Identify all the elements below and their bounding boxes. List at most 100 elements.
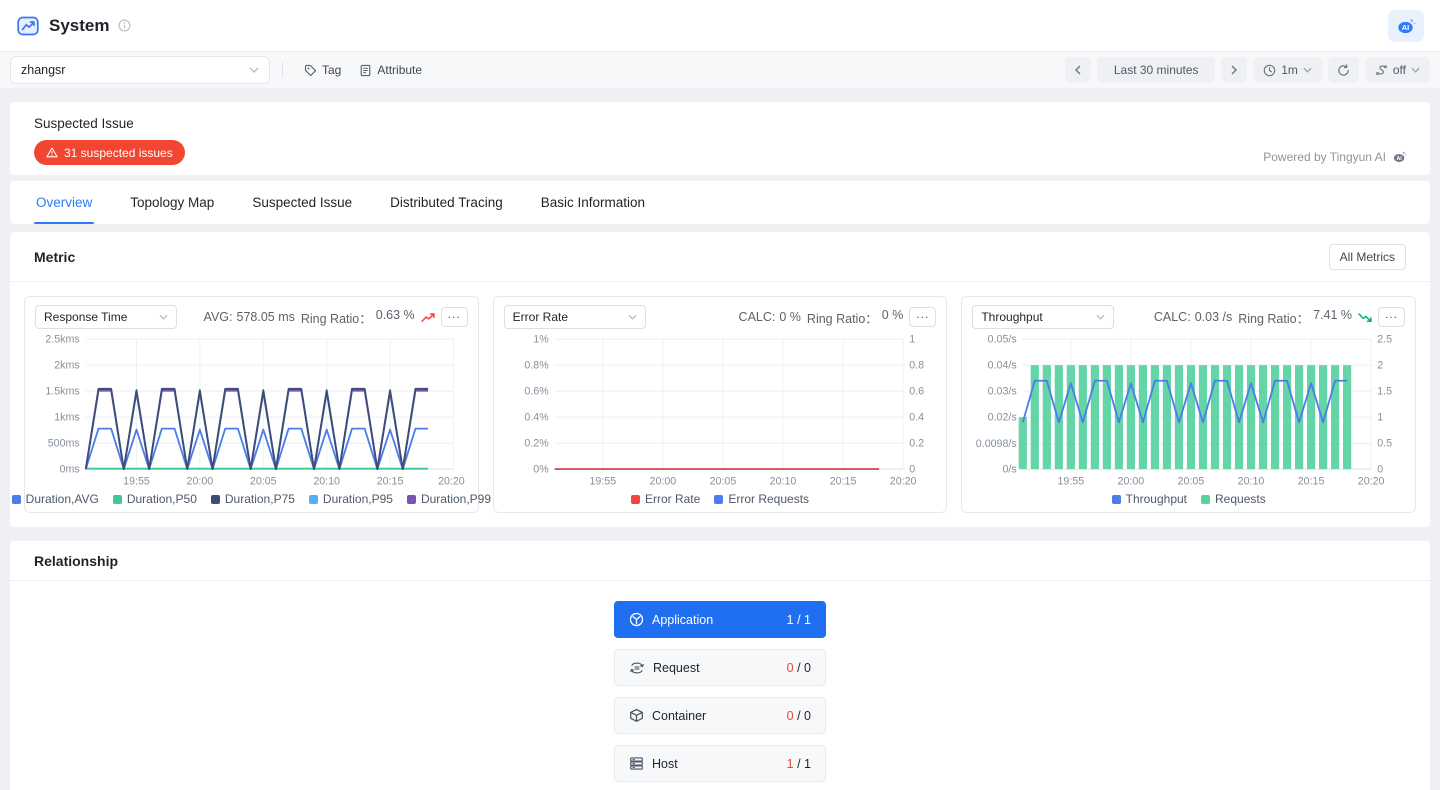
legend-item[interactable]: Duration,P75 [211, 492, 295, 506]
suspected-issues-badge[interactable]: 31 suspected issues [34, 140, 185, 165]
relationship-nodes: Application1 / 1Request0 / 0Container0 /… [10, 581, 1430, 782]
interval-select[interactable]: 1m [1253, 57, 1322, 83]
page-title: System [49, 16, 109, 36]
tab-topology-map[interactable]: Topology Map [128, 181, 216, 224]
svg-text:0.5: 0.5 [1378, 438, 1393, 450]
svg-text:0.8: 0.8 [909, 360, 924, 372]
legend-swatch [211, 495, 220, 504]
attribute-button-label: Attribute [377, 63, 422, 77]
attribute-button[interactable]: Attribute [350, 57, 431, 83]
host-icon [629, 756, 644, 771]
svg-text:0.0098/s: 0.0098/s [976, 438, 1017, 450]
svg-text:0ms: 0ms [60, 464, 80, 476]
relationship-node-application[interactable]: Application1 / 1 [614, 601, 826, 638]
trend-icon [421, 312, 435, 323]
svg-text:0.6%: 0.6% [524, 386, 549, 398]
svg-text:20:00: 20:00 [1118, 475, 1145, 487]
svg-text:0.4%: 0.4% [524, 412, 549, 424]
container-icon [629, 708, 644, 723]
svg-text:20:00: 20:00 [649, 475, 676, 487]
all-metrics-button[interactable]: All Metrics [1329, 244, 1406, 270]
refresh-button[interactable] [1328, 57, 1359, 83]
node-count: 1 / 1 [787, 757, 811, 771]
legend-swatch [309, 495, 318, 504]
time-prev-button[interactable] [1065, 57, 1091, 83]
svg-text:20:05: 20:05 [709, 475, 736, 487]
legend-swatch [1112, 495, 1121, 504]
legend-item[interactable]: Duration,P95 [309, 492, 393, 506]
metric-panel-throughput: ThroughputCALC:0.03 /sRing Ratio：7.41 %.… [961, 296, 1416, 513]
chart-legend: Throughput Requests [972, 492, 1405, 506]
node-label: Container [652, 709, 706, 723]
trend-icon [1358, 312, 1372, 323]
chevron-down-icon [1411, 67, 1420, 73]
time-range-button[interactable]: Last 30 minutes [1097, 57, 1215, 83]
svg-text:2.5kms: 2.5kms [45, 334, 79, 346]
legend-item[interactable]: Requests [1201, 492, 1266, 506]
scope-select[interactable]: zhangsr [10, 56, 270, 84]
legend-swatch [12, 495, 21, 504]
svg-text:20:15: 20:15 [377, 475, 404, 487]
metric-select[interactable]: Throughput [972, 305, 1114, 329]
svg-text:19:55: 19:55 [589, 475, 616, 487]
relationship-node-container[interactable]: Container0 / 0 [614, 697, 826, 734]
node-label: Application [652, 613, 713, 627]
compare-select[interactable]: off [1365, 57, 1430, 83]
scope-select-value: zhangsr [21, 63, 65, 77]
chevron-down-icon [1303, 67, 1312, 73]
legend-item[interactable]: Error Rate [631, 492, 700, 506]
tag-button-label: Tag [322, 63, 341, 77]
ai-assistant-button[interactable]: AI [1388, 10, 1424, 42]
info-icon[interactable] [118, 19, 131, 32]
tab-bar: Overview Topology Map Suspected Issue Distr… [10, 181, 1430, 224]
interval-value: 1m [1281, 63, 1298, 77]
time-next-button[interactable] [1221, 57, 1247, 83]
svg-text:2kms: 2kms [54, 360, 79, 372]
svg-text:0.8%: 0.8% [524, 360, 549, 372]
chart-legend: Error Rate Error Requests [504, 492, 937, 506]
svg-text:20:10: 20:10 [313, 475, 340, 487]
chevron-down-icon [249, 67, 259, 73]
svg-text:20:20: 20:20 [889, 475, 916, 487]
legend-swatch [113, 495, 122, 504]
svg-text:20:10: 20:10 [1238, 475, 1265, 487]
clock-icon [1263, 64, 1276, 77]
legend-item[interactable]: Throughput [1112, 492, 1187, 506]
relationship-card: Relationship Application1 / 1Request0 / … [10, 541, 1430, 790]
suspected-issue-card: Suspected Issue 31 suspected issues Powe… [10, 102, 1430, 175]
legend-swatch [631, 495, 640, 504]
legend-swatch [407, 495, 416, 504]
relationship-node-request[interactable]: Request0 / 0 [614, 649, 826, 686]
chart-more-button[interactable]: ... [909, 307, 936, 327]
legend-item[interactable]: Duration,AVG [12, 492, 99, 506]
trend-up-icon [421, 312, 435, 323]
svg-text:20:15: 20:15 [1298, 475, 1325, 487]
svg-text:1.5: 1.5 [1378, 386, 1393, 398]
legend-item[interactable]: Error Requests [714, 492, 809, 506]
svg-text:20:15: 20:15 [829, 475, 856, 487]
svg-text:AI: AI [1402, 23, 1410, 32]
chart-more-button[interactable]: ... [1378, 307, 1405, 327]
tab-overview[interactable]: Overview [34, 181, 94, 224]
tab-basic-information[interactable]: Basic Information [539, 181, 647, 224]
relationship-node-host[interactable]: Host1 / 1 [614, 745, 826, 782]
chart-error-rate: 19:5520:0020:0520:1020:1520:200%0.2%0.4%… [504, 331, 937, 491]
svg-text:0.2%: 0.2% [524, 438, 549, 450]
tab-suspected-issue[interactable]: Suspected Issue [250, 181, 354, 224]
application-icon [629, 612, 644, 627]
svg-text:0.03/s: 0.03/s [988, 386, 1017, 398]
svg-text:20:10: 20:10 [769, 475, 796, 487]
chart-more-button[interactable]: ... [441, 307, 468, 327]
svg-text:2: 2 [1378, 360, 1384, 372]
system-icon [16, 14, 40, 38]
chart-stat: Ring Ratio：0.63 % [301, 308, 415, 327]
metric-select[interactable]: Error Rate [504, 305, 646, 329]
legend-item[interactable]: Duration,P99 [407, 492, 491, 506]
chevron-right-icon [1230, 65, 1238, 75]
legend-item[interactable]: Duration,P50 [113, 492, 197, 506]
filter-toolbar: zhangsr Tag Attribute [0, 52, 1440, 88]
metric-select[interactable]: Response Time [35, 305, 177, 329]
tag-button[interactable]: Tag [295, 57, 350, 83]
chart-legend: Duration,AVGDuration,P50Duration,P75Dura… [35, 492, 468, 506]
tab-distributed-tracing[interactable]: Distributed Tracing [388, 181, 505, 224]
